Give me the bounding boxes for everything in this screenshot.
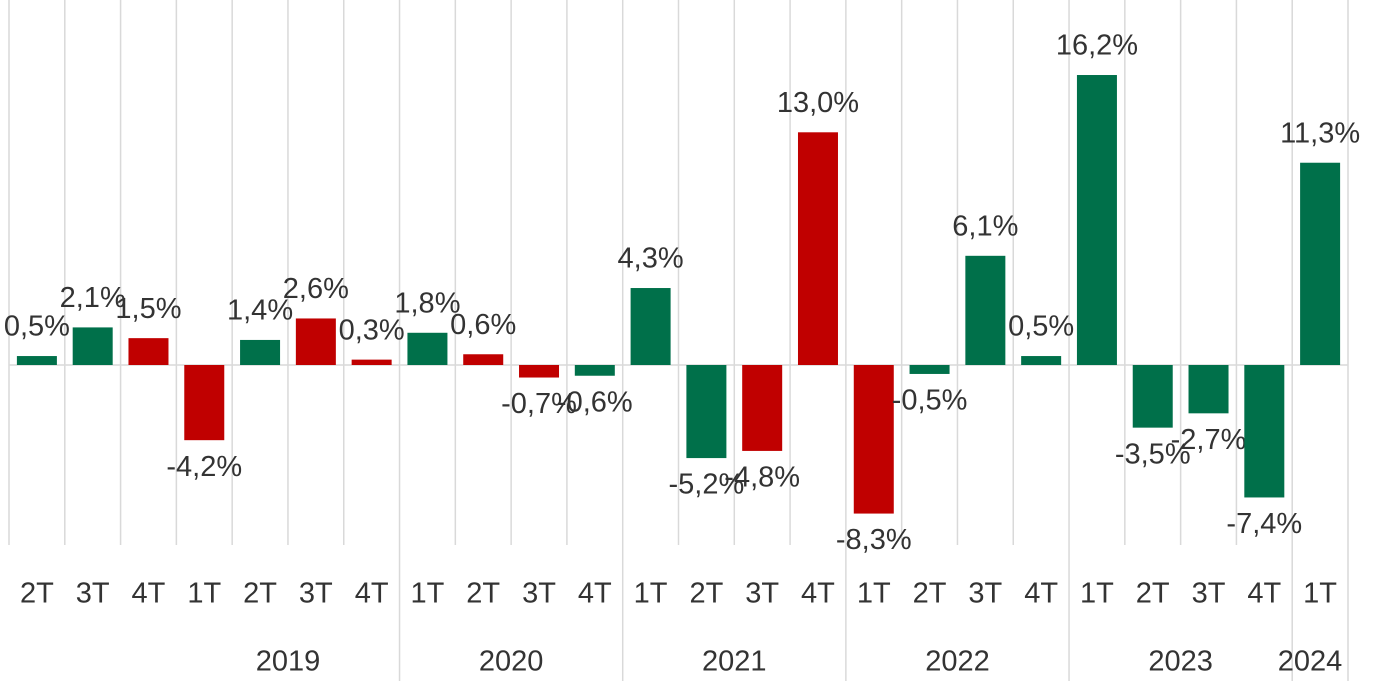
bar: [463, 354, 504, 365]
x-tick-label: 3T: [1192, 578, 1226, 610]
x-tick-label: 4T: [355, 578, 389, 610]
value-label: 2,1%: [60, 282, 126, 314]
x-tick-label: 3T: [522, 578, 556, 610]
value-label: 1,4%: [227, 295, 293, 327]
bar: [128, 338, 169, 365]
x-tick-label: 1T: [857, 578, 891, 610]
bar: [742, 365, 783, 451]
value-label: -5,2%: [669, 469, 745, 501]
value-label: -0,6%: [557, 386, 633, 418]
bar: [574, 365, 615, 376]
bar: [184, 365, 225, 441]
value-label: -4,2%: [166, 451, 242, 483]
bar: [686, 365, 727, 459]
bar: [295, 318, 336, 365]
x-tick-label: 4T: [578, 578, 612, 610]
bar: [16, 356, 57, 365]
value-label: 0,5%: [4, 311, 70, 343]
value-label: -2,7%: [1171, 424, 1247, 456]
value-label: 16,2%: [1056, 30, 1138, 62]
bar: [407, 332, 448, 365]
bar: [853, 365, 894, 514]
bar: [351, 359, 392, 365]
value-label: 0,6%: [450, 309, 516, 341]
x-tick-label: 4T: [132, 578, 166, 610]
x-tick-label: 2T: [913, 578, 947, 610]
bar: [630, 288, 671, 365]
value-label: 6,1%: [952, 210, 1018, 242]
bar: [797, 132, 838, 365]
year-label: 2021: [702, 646, 767, 678]
x-tick-label: 1T: [1303, 578, 1337, 610]
value-label: 2,6%: [283, 273, 349, 305]
x-tick-label: 3T: [76, 578, 110, 610]
bar: [72, 327, 113, 365]
x-tick-label: 2T: [466, 578, 500, 610]
bar: [1244, 365, 1285, 498]
year-label: 2024: [1278, 646, 1343, 678]
x-tick-label: 3T: [299, 578, 333, 610]
year-label: 2020: [479, 646, 544, 678]
x-tick-label: 4T: [1247, 578, 1281, 610]
value-label: 0,5%: [1008, 311, 1074, 343]
x-tick-label: 2T: [689, 578, 723, 610]
bar: [1188, 365, 1229, 414]
value-label: -8,3%: [836, 524, 912, 556]
value-label: -3,5%: [1115, 438, 1191, 470]
bar: [240, 339, 281, 365]
bar: [1300, 162, 1341, 365]
value-label: 13,0%: [777, 87, 859, 119]
x-tick-label: 3T: [968, 578, 1002, 610]
bar: [965, 255, 1006, 365]
bar: [519, 365, 560, 378]
x-tick-label: 2T: [243, 578, 277, 610]
value-label: 4,3%: [618, 243, 684, 275]
x-tick-label: 3T: [745, 578, 779, 610]
x-tick-label: 1T: [1080, 578, 1114, 610]
x-tick-label: 4T: [1024, 578, 1058, 610]
x-tick-label: 1T: [634, 578, 668, 610]
value-label: -4,8%: [724, 462, 800, 494]
year-label: 2022: [925, 646, 990, 678]
value-label: 1,5%: [115, 293, 181, 325]
value-label: 11,3%: [1280, 117, 1360, 149]
year-label: 2019: [256, 646, 321, 678]
x-tick-label: 2T: [1136, 578, 1170, 610]
x-tick-label: 1T: [411, 578, 445, 610]
value-label: -7,4%: [1226, 508, 1302, 540]
x-tick-label: 1T: [187, 578, 221, 610]
value-label: -0,5%: [892, 385, 968, 417]
bar: [1076, 75, 1117, 366]
bar: [909, 365, 950, 374]
x-tick-label: 2T: [20, 578, 54, 610]
x-tick-label: 4T: [801, 578, 835, 610]
value-label: -0,7%: [501, 388, 577, 420]
year-label: 2023: [1148, 646, 1213, 678]
value-label: 1,8%: [394, 287, 460, 319]
value-label: 0,3%: [339, 314, 405, 346]
bar: [1132, 365, 1173, 428]
bar: [1021, 356, 1062, 365]
